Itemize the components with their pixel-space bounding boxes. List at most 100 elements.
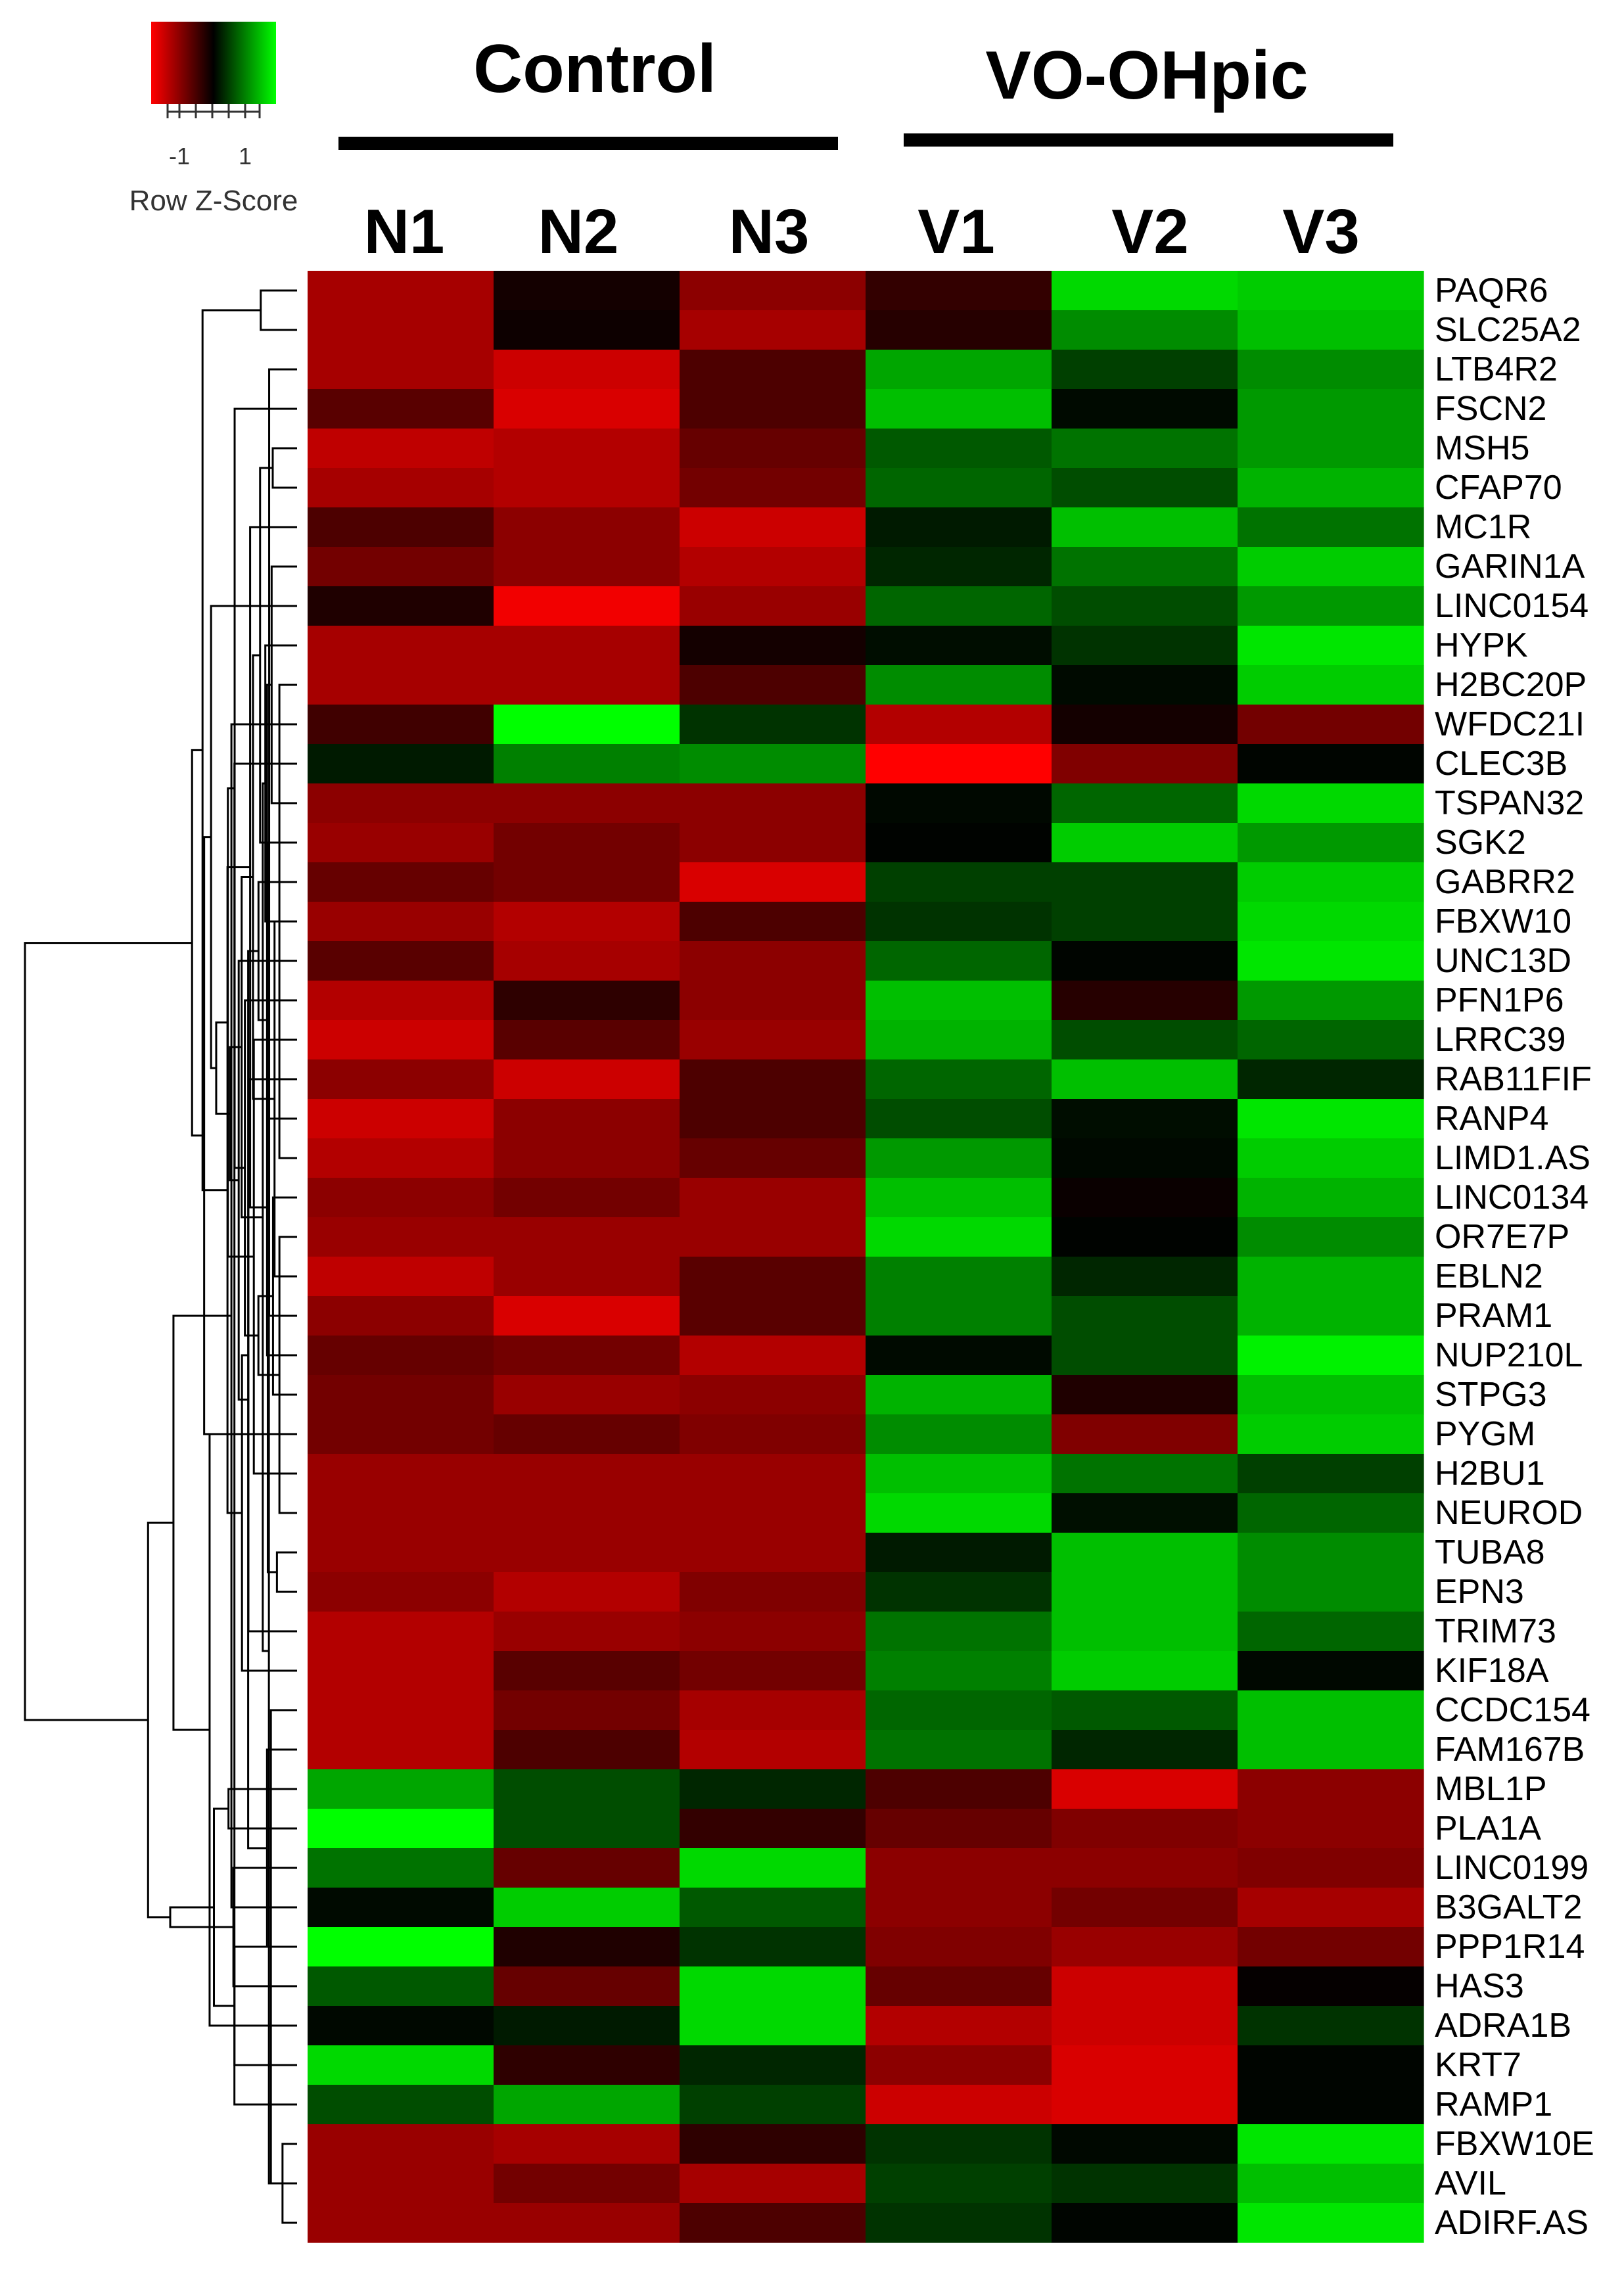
heatmap-cell-pram1-v3: [1238, 1296, 1424, 1336]
heatmap-cell-fscn2-n1: [308, 389, 494, 429]
heatmap-cell-lrrc39-v3: [1238, 1020, 1424, 1060]
heatmap-cell-linc0134-n2: [494, 1178, 680, 1218]
heatmap-cell-kif18a-n2: [494, 1651, 680, 1691]
heatmap-cell-tspan32-v2: [1052, 783, 1238, 824]
heatmap-cell-adra1b-n2: [494, 2006, 680, 2046]
heatmap-cell-mc1r-n3: [680, 507, 866, 547]
heatmap-cell-adra1b-v1: [866, 2006, 1052, 2046]
heatmap-cell-adirf-as-v1: [866, 2203, 1052, 2243]
heatmap-cell-linc0154-n3: [680, 586, 866, 626]
heatmap-cell-adra1b-v2: [1052, 2006, 1238, 2046]
row-label-msh5: MSH5: [1435, 429, 1529, 467]
heatmap-cell-krt7-v2: [1052, 2045, 1238, 2085]
heatmap-cell-unc13d-v2: [1052, 941, 1238, 981]
heatmap-cell-mbl1p-v2: [1052, 1769, 1238, 1809]
heatmap-cell-h2bc20p-v2: [1052, 665, 1238, 705]
heatmap-cell-garin1a-n2: [494, 547, 680, 587]
row-label-fbxw10: FBXW10: [1435, 902, 1571, 941]
heatmap-cell-pfn1p6-v3: [1238, 981, 1424, 1021]
row-label-limd1-as: LIMD1.AS: [1435, 1139, 1590, 1177]
heatmap-cell-linc0154-n2: [494, 586, 680, 626]
row-label-slc25a2: SLC25A2: [1435, 311, 1581, 349]
heatmap-cell-mc1r-v2: [1052, 507, 1238, 547]
heatmap-cell-h2bu1-v2: [1052, 1454, 1238, 1494]
dendrogram-link-48: [24, 942, 193, 1721]
heatmap-cell-hypk-v3: [1238, 626, 1424, 666]
column-label-v1: V1: [917, 197, 994, 267]
heatmap-cell-ltb4r2-v3: [1238, 350, 1424, 390]
heatmap-cell-fam167b-v3: [1238, 1730, 1424, 1770]
heatmap-cell-unc13d-v3: [1238, 941, 1424, 981]
row-label-adra1b: ADRA1B: [1435, 2007, 1571, 2045]
heatmap-cell-mbl1p-n2: [494, 1769, 680, 1809]
heatmap-cell-garin1a-n3: [680, 547, 866, 587]
heatmap-cell-has3-v3: [1238, 1966, 1424, 2007]
group-label-vo-ohpic: VO-OHpic: [985, 37, 1308, 114]
dendrogram-link-1: [278, 1236, 297, 1514]
color-key-ticks: [166, 104, 261, 118]
heatmap-cell-kif18a-v1: [866, 1651, 1052, 1691]
dendrogram-link-40: [210, 605, 297, 1069]
row-label-rab11fif: RAB11FIF: [1435, 1060, 1592, 1098]
heatmap-cell-kif18a-v3: [1238, 1651, 1424, 1691]
heatmap-cell-avil-v2: [1052, 2164, 1238, 2204]
heatmap-cell-ebln2-v2: [1052, 1257, 1238, 1297]
heatmap-cell-trim73-n2: [494, 1612, 680, 1652]
heatmap-cell-clec3b-v1: [866, 744, 1052, 784]
heatmap-cell-pram1-n3: [680, 1296, 866, 1336]
heatmap-cells: [308, 271, 1424, 2243]
heatmap-cell-slc25a2-v3: [1238, 310, 1424, 350]
heatmap-cell-nup210l-n1: [308, 1336, 494, 1376]
heatmap-cell-pfn1p6-n2: [494, 981, 680, 1021]
row-label-nup210l: NUP210L: [1435, 1336, 1583, 1374]
heatmap-cell-ltb4r2-v1: [866, 350, 1052, 390]
heatmap-cell-ccdc154-v2: [1052, 1690, 1238, 1731]
heatmap-cell-garin1a-n1: [308, 547, 494, 587]
heatmap-cell-tspan32-n1: [308, 783, 494, 824]
row-label-kif18a: KIF18A: [1435, 1652, 1549, 1690]
row-label-or7e7p: OR7E7P: [1435, 1218, 1569, 1256]
heatmap-cell-msh5-n2: [494, 429, 680, 469]
heatmap-cell-fbxw10-n1: [308, 902, 494, 942]
heatmap-cell-linc0199-n1: [308, 1848, 494, 1888]
row-label-hypk: HYPK: [1435, 626, 1528, 664]
row-label-pfn1p6: PFN1P6: [1435, 981, 1564, 1019]
heatmap-cell-trim73-v3: [1238, 1612, 1424, 1652]
heatmap-cell-adirf-as-n3: [680, 2203, 866, 2243]
heatmap-cell-adra1b-n3: [680, 2006, 866, 2046]
heatmap-cell-tuba8-n3: [680, 1533, 866, 1573]
row-label-ramp1: RAMP1: [1435, 2085, 1552, 2124]
heatmap-cell-fbxw10e-n2: [494, 2124, 680, 2164]
heatmap-cell-pfn1p6-n1: [308, 981, 494, 1021]
heatmap-cell-stpg3-v3: [1238, 1375, 1424, 1415]
heatmap-cell-paqr6-v1: [866, 271, 1052, 311]
heatmap-cell-neurod-v1: [866, 1493, 1052, 1533]
heatmap-cell-paqr6-n1: [308, 271, 494, 311]
heatmap-cell-fbxw10e-v3: [1238, 2124, 1424, 2164]
heatmap-cell-ccdc154-n1: [308, 1690, 494, 1731]
heatmap-cell-ccdc154-n2: [494, 1690, 680, 1731]
heatmap-cell-krt7-n1: [308, 2045, 494, 2085]
heatmap-cell-mbl1p-v3: [1238, 1769, 1424, 1809]
column-label-n2: N2: [538, 197, 619, 267]
heatmap-cell-cfap70-n2: [494, 468, 680, 508]
heatmap-cell-stpg3-n3: [680, 1375, 866, 1415]
heatmap-cell-fbxw10-v1: [866, 902, 1052, 942]
heatmap-cell-ramp1-v2: [1052, 2085, 1238, 2125]
heatmap-cell-ebln2-n3: [680, 1257, 866, 1297]
heatmap-cell-neurod-n3: [680, 1493, 866, 1533]
row-label-h2bu1: H2BU1: [1435, 1454, 1545, 1493]
heatmap-cell-gabrr2-v2: [1052, 862, 1238, 902]
row-label-fscn2: FSCN2: [1435, 390, 1546, 428]
heatmap-cell-gabrr2-v1: [866, 862, 1052, 902]
dendrogram-link-21: [252, 654, 275, 1100]
heatmap-cell-ebln2-v3: [1238, 1257, 1424, 1297]
heatmap-cell-fscn2-n2: [494, 389, 680, 429]
heatmap-cell-neurod-n1: [308, 1493, 494, 1533]
heatmap-cell-trim73-v2: [1052, 1612, 1238, 1652]
heatmap-cell-clec3b-n3: [680, 744, 866, 784]
row-label-ranp4: RANP4: [1435, 1100, 1548, 1138]
heatmap-cell-stpg3-n2: [494, 1375, 680, 1415]
heatmap-cell-krt7-n2: [494, 2045, 680, 2085]
